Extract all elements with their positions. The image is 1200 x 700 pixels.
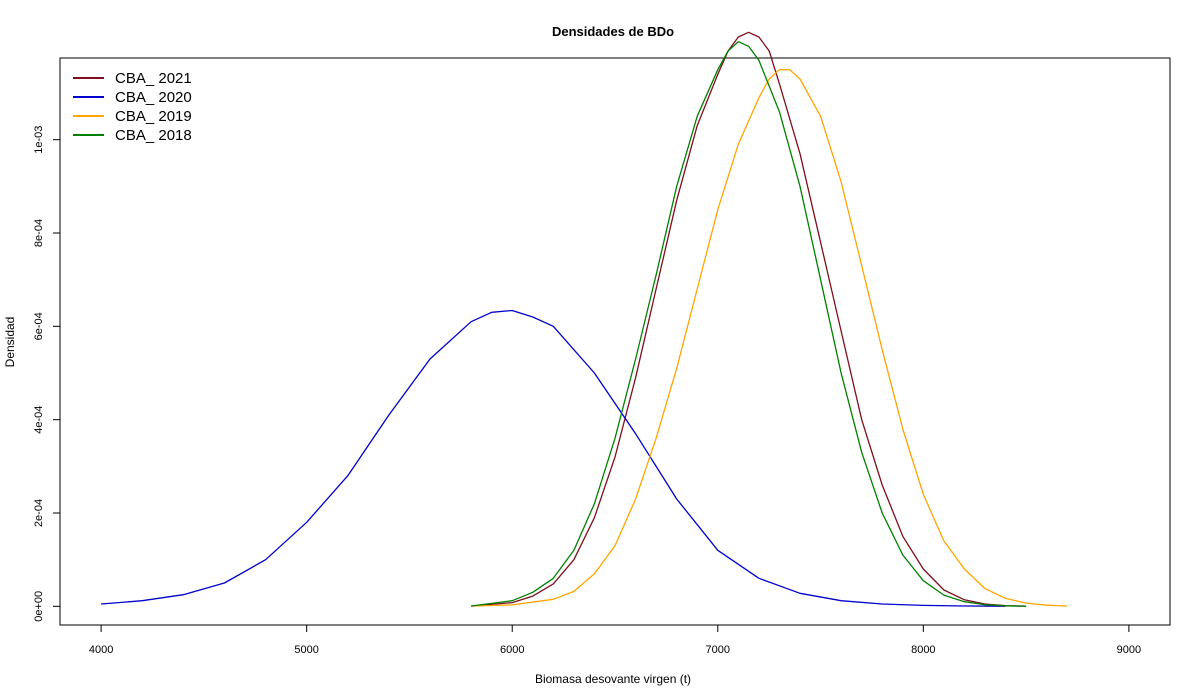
chart-title: Densidades de BDo	[552, 24, 674, 39]
y-tick-label: 2e-04	[33, 499, 45, 527]
x-axis-label: Biomasa desovante virgen (t)	[535, 672, 691, 686]
y-axis-label: Densidad	[3, 317, 17, 368]
x-tick-label: 5000	[294, 644, 318, 656]
y-tick-label: 0e+00	[33, 591, 45, 622]
plot-box	[59, 57, 1171, 626]
y-tick-label: 6e-04	[33, 312, 45, 340]
series-layer	[101, 31, 1068, 607]
y-tick-label: 1e-03	[33, 126, 45, 154]
series-line-1	[471, 31, 1027, 607]
x-tick-label: 6000	[500, 644, 524, 656]
legend-label: CBA_ 2018	[115, 127, 192, 144]
y-tick-label: 4e-04	[33, 406, 45, 434]
x-tick-label: 4000	[89, 644, 113, 656]
legend-label: CBA_ 2020	[115, 89, 192, 106]
x-axis: 4000 5000 6000 7000 8000 9000	[89, 624, 1141, 656]
legend-label: CBA_ 2019	[115, 108, 192, 125]
series-line-2	[101, 309, 1006, 607]
series-line-3	[471, 69, 1068, 607]
legend: CBA_ 2021 CBA_ 2020 CBA_ 2019 CBA_ 2018	[73, 70, 192, 144]
x-tick-label: 7000	[706, 644, 730, 656]
x-tick-label: 9000	[1117, 644, 1141, 656]
series-line-4	[471, 41, 1027, 607]
y-axis: 0e+00 2e-04 4e-04 6e-04 8e-04 1e-03	[33, 126, 61, 622]
x-tick-label: 8000	[911, 644, 935, 656]
legend-label: CBA_ 2021	[115, 70, 192, 87]
y-tick-label: 8e-04	[33, 219, 45, 247]
